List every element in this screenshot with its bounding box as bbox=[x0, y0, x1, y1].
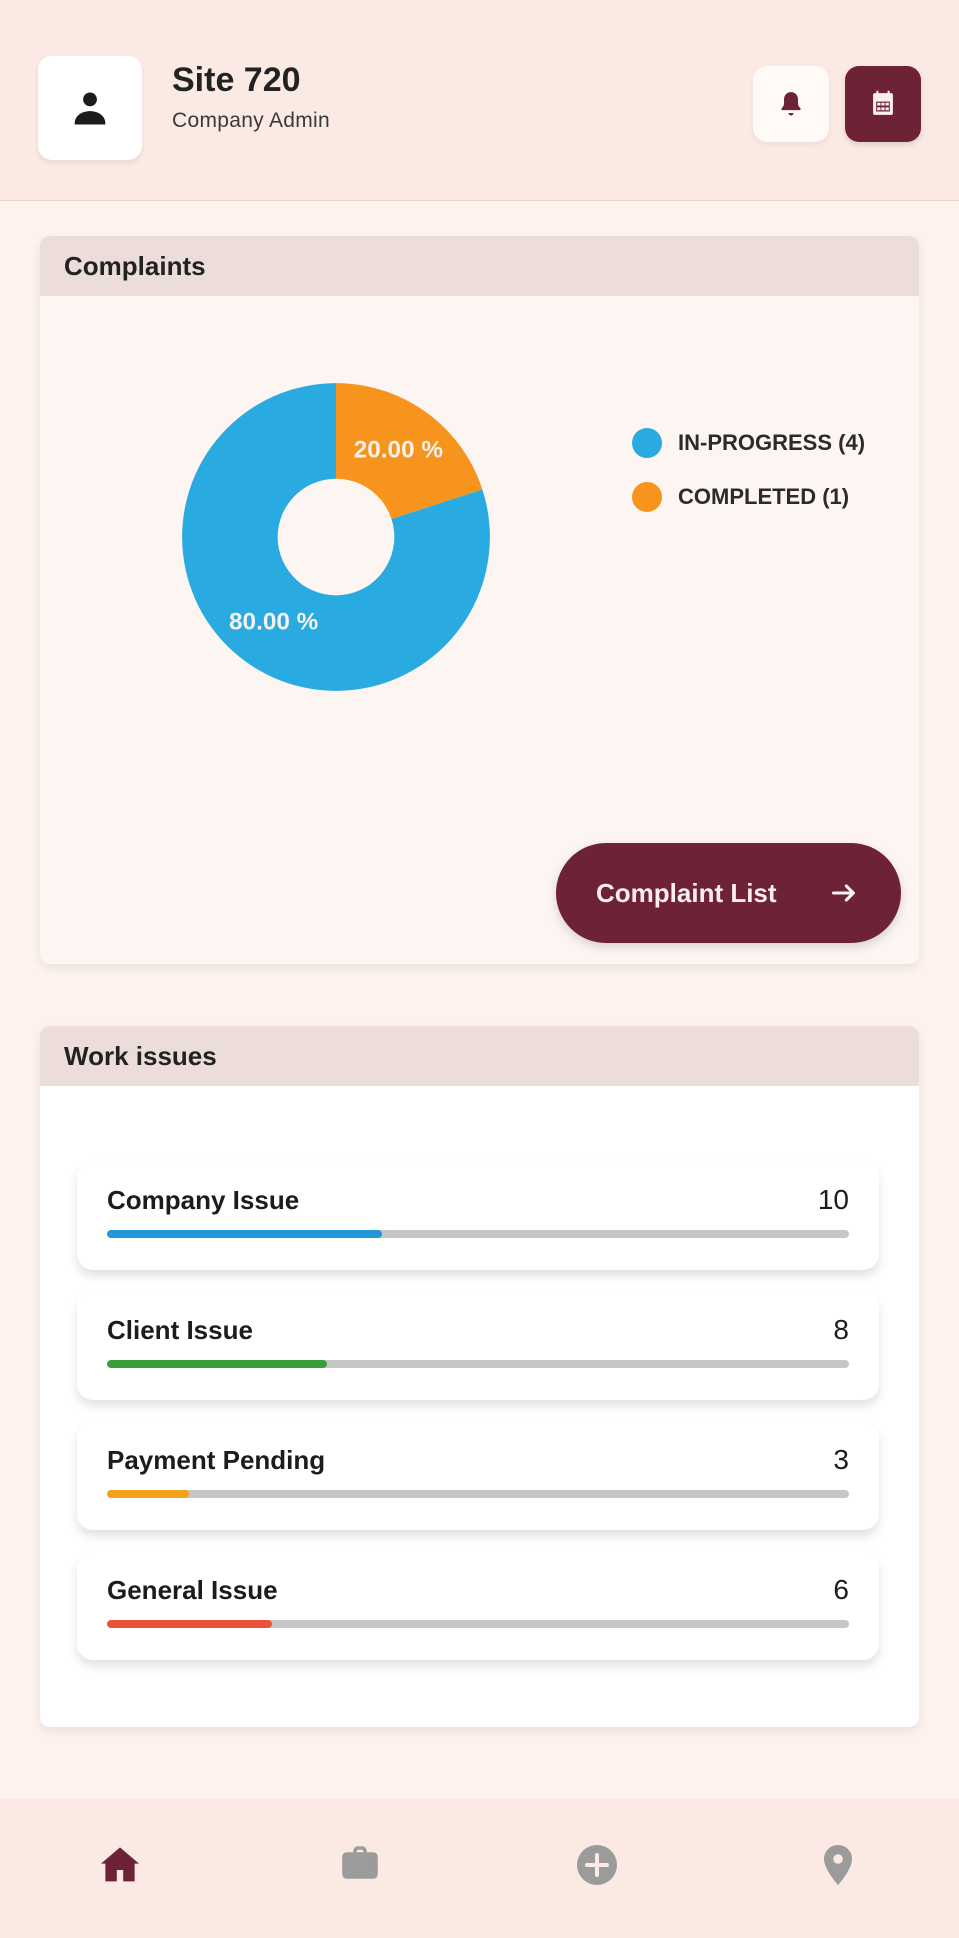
svg-text:20.00 %: 20.00 % bbox=[354, 437, 443, 464]
svg-text:80.00 %: 80.00 % bbox=[229, 608, 318, 635]
